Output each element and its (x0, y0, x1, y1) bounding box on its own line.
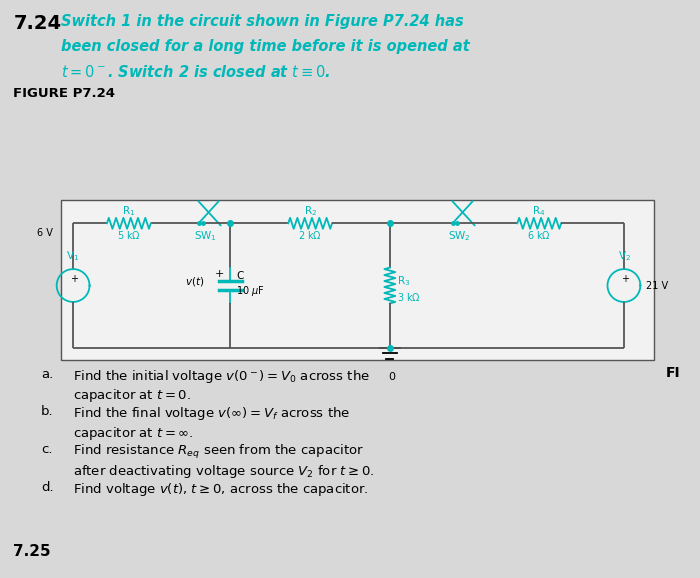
Text: b.: b. (41, 405, 54, 418)
Text: R$_2$: R$_2$ (304, 204, 316, 218)
Text: c.: c. (41, 443, 52, 456)
Text: SW$_2$: SW$_2$ (448, 229, 471, 243)
Text: SW$_1$: SW$_1$ (194, 229, 217, 243)
Text: Find voltage $v(t)$, $t \geq 0$, across the capacitor.: Find voltage $v(t)$, $t \geq 0$, across … (73, 481, 369, 498)
Text: 5 k$\Omega$: 5 k$\Omega$ (117, 229, 141, 241)
Text: Find resistance $R_{eq}$ seen from the capacitor: Find resistance $R_{eq}$ seen from the c… (73, 443, 364, 461)
Text: V$_1$: V$_1$ (66, 249, 78, 262)
Text: Find the initial voltage $v(0^-)= V_0$ across the: Find the initial voltage $v(0^-)= V_0$ a… (73, 368, 370, 384)
Text: R$_4$: R$_4$ (533, 204, 546, 218)
Text: FI: FI (666, 366, 680, 380)
Text: capacitor at $t = \infty$.: capacitor at $t = \infty$. (73, 425, 194, 442)
Text: Find the final voltage $v(\infty) = V_f$ across the: Find the final voltage $v(\infty) = V_f$… (73, 405, 350, 423)
Text: C: C (237, 271, 244, 280)
Text: +: + (215, 269, 224, 279)
Text: 6 k$\Omega$: 6 k$\Omega$ (527, 229, 551, 241)
Text: +: + (621, 273, 629, 284)
Text: d.: d. (41, 481, 54, 494)
Text: FIGURE P7.24: FIGURE P7.24 (13, 87, 116, 100)
Text: V$_2$: V$_2$ (618, 249, 631, 262)
Text: R$_1$: R$_1$ (122, 204, 136, 218)
Text: 7.24: 7.24 (13, 14, 62, 34)
Text: 2 k$\Omega$: 2 k$\Omega$ (298, 229, 322, 241)
Text: $t=0^-$. Switch 2 is closed at $t\equiv0$.: $t=0^-$. Switch 2 is closed at $t\equiv0… (61, 64, 331, 80)
Text: a.: a. (41, 368, 53, 381)
Text: $v(t)$: $v(t)$ (186, 275, 204, 288)
FancyBboxPatch shape (61, 201, 654, 360)
Text: been closed for a long time before it is opened at: been closed for a long time before it is… (61, 39, 470, 54)
Text: 7.25: 7.25 (13, 544, 51, 559)
Text: 10 $\mu$F: 10 $\mu$F (237, 284, 265, 298)
Text: +: + (70, 273, 78, 284)
Text: 21 V: 21 V (646, 280, 668, 291)
Text: 3 k$\Omega$: 3 k$\Omega$ (397, 291, 421, 303)
Text: Switch 1 in the circuit shown in Figure P7.24 has: Switch 1 in the circuit shown in Figure … (61, 14, 464, 29)
Text: after deactivating voltage source $V_2$ for $t \geq 0$.: after deactivating voltage source $V_2$ … (73, 462, 375, 480)
Text: R$_3$: R$_3$ (397, 275, 410, 288)
Text: 6 V: 6 V (37, 228, 53, 238)
Text: 0: 0 (389, 372, 396, 381)
Text: capacitor at $t = 0$.: capacitor at $t = 0$. (73, 387, 191, 404)
